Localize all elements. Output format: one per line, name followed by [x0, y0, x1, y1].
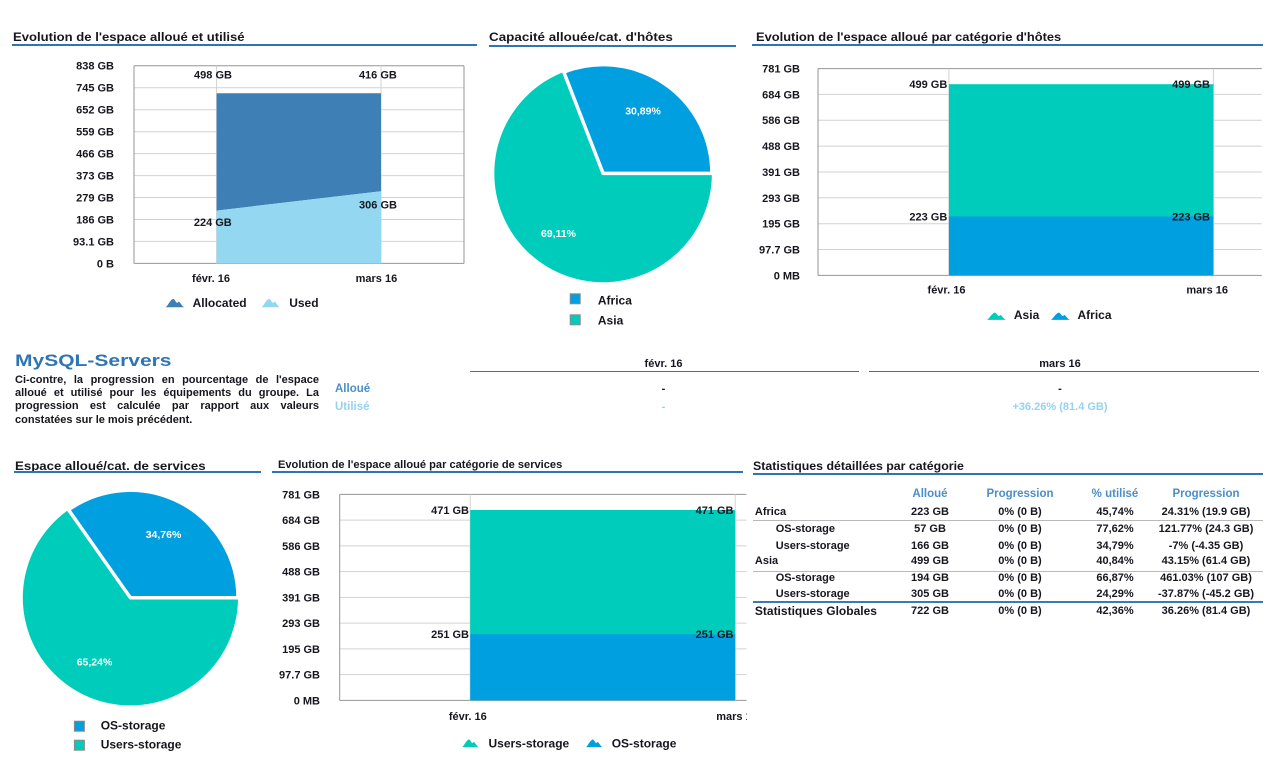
svg-text:34,76%: 34,76% — [146, 529, 182, 541]
svg-text:416 GB: 416 GB — [359, 70, 397, 82]
svg-text:471 GB: 471 GB — [431, 505, 469, 517]
svg-text:781 GB: 781 GB — [762, 64, 800, 76]
svg-text:0 B: 0 B — [97, 258, 114, 270]
svg-text:Used: Used — [289, 296, 318, 310]
svg-text:OS-storage: OS-storage — [101, 719, 166, 733]
svg-text:684 GB: 684 GB — [762, 89, 800, 101]
svg-text:195 GB: 195 GB — [762, 219, 800, 231]
svg-text:499 GB: 499 GB — [1172, 79, 1210, 91]
svg-text:391 GB: 391 GB — [762, 167, 800, 179]
svg-text:Africa: Africa — [598, 293, 632, 307]
svg-text:488 GB: 488 GB — [762, 141, 800, 153]
svg-text:306 GB: 306 GB — [359, 200, 397, 212]
svg-text:279 GB: 279 GB — [76, 192, 114, 204]
svg-text:223 GB: 223 GB — [909, 211, 947, 223]
svg-text:224 GB: 224 GB — [194, 217, 232, 229]
svg-text:Users-storage: Users-storage — [101, 738, 182, 752]
svg-text:Allocated: Allocated — [193, 296, 247, 310]
svg-text:mars 16: mars 16 — [716, 711, 758, 723]
svg-text:Asia: Asia — [598, 314, 624, 328]
svg-text:0 MB: 0 MB — [774, 270, 800, 282]
svg-text:195 GB: 195 GB — [282, 644, 320, 656]
svg-text:586 GB: 586 GB — [282, 541, 320, 553]
svg-text:586 GB: 586 GB — [762, 115, 800, 127]
svg-text:488 GB: 488 GB — [282, 567, 320, 579]
svg-text:186 GB: 186 GB — [76, 214, 114, 226]
svg-text:251 GB: 251 GB — [431, 629, 469, 641]
svg-text:498 GB: 498 GB — [194, 70, 232, 82]
svg-text:97.7 GB: 97.7 GB — [759, 244, 800, 256]
svg-text:471 GB: 471 GB — [696, 505, 734, 517]
svg-text:251 GB: 251 GB — [696, 629, 734, 641]
svg-text:30,89%: 30,89% — [625, 105, 661, 117]
svg-text:févr. 16: févr. 16 — [928, 285, 966, 297]
svg-text:97.7 GB: 97.7 GB — [279, 670, 320, 682]
svg-text:781 GB: 781 GB — [282, 489, 320, 501]
svg-text:223 GB: 223 GB — [1172, 211, 1210, 223]
svg-text:559 GB: 559 GB — [76, 127, 114, 139]
svg-text:684 GB: 684 GB — [282, 515, 320, 527]
svg-text:745 GB: 745 GB — [76, 83, 114, 95]
svg-text:0 MB: 0 MB — [294, 695, 320, 707]
svg-text:93.1 GB: 93.1 GB — [73, 236, 114, 248]
svg-text:466 GB: 466 GB — [76, 149, 114, 161]
svg-text:652 GB: 652 GB — [76, 105, 114, 117]
svg-text:Users-storage: Users-storage — [489, 736, 570, 750]
svg-text:65,24%: 65,24% — [77, 657, 113, 669]
svg-text:Africa: Africa — [1078, 308, 1112, 322]
svg-text:mars 16: mars 16 — [356, 273, 398, 285]
svg-text:févr. 16: févr. 16 — [449, 711, 487, 723]
svg-text:69,11%: 69,11% — [541, 228, 577, 240]
svg-text:838 GB: 838 GB — [76, 61, 114, 73]
svg-text:Asia: Asia — [1014, 308, 1040, 322]
svg-text:OS-storage: OS-storage — [612, 736, 677, 750]
svg-text:391 GB: 391 GB — [282, 592, 320, 604]
svg-text:499 GB: 499 GB — [909, 79, 947, 91]
svg-text:373 GB: 373 GB — [76, 171, 114, 183]
svg-text:févr. 16: févr. 16 — [192, 273, 230, 285]
svg-text:293 GB: 293 GB — [282, 618, 320, 630]
svg-text:293 GB: 293 GB — [762, 193, 800, 205]
svg-text:mars 16: mars 16 — [1186, 285, 1228, 297]
